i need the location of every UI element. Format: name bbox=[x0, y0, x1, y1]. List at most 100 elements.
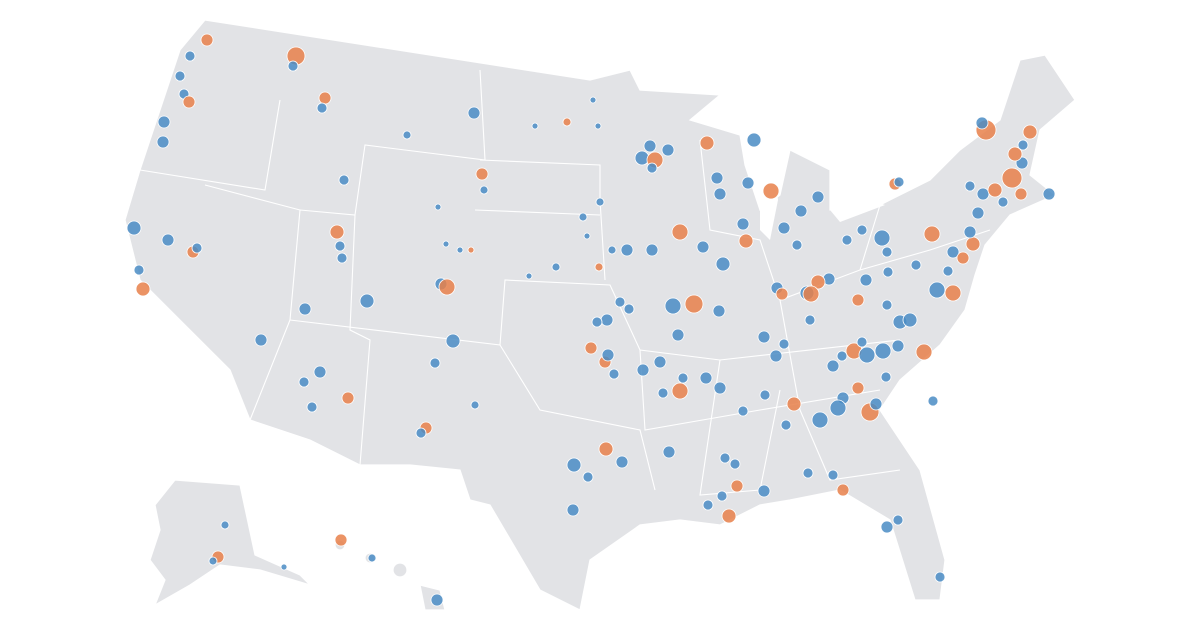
location-dot bbox=[856, 336, 868, 348]
location-dot bbox=[762, 182, 780, 200]
location-dot bbox=[298, 302, 312, 316]
location-dot bbox=[1014, 187, 1028, 201]
location-dot bbox=[778, 338, 790, 350]
location-dot bbox=[615, 455, 629, 469]
location-dot bbox=[716, 490, 728, 502]
location-dot bbox=[415, 427, 427, 439]
location-dot bbox=[578, 212, 588, 222]
location-dot bbox=[562, 117, 572, 127]
location-dot bbox=[841, 234, 853, 246]
location-dot bbox=[802, 285, 820, 303]
location-dot bbox=[851, 381, 865, 395]
location-dot bbox=[873, 229, 891, 247]
location-dot bbox=[467, 246, 475, 254]
location-dot bbox=[881, 246, 893, 258]
location-dot bbox=[623, 303, 635, 315]
location-dot bbox=[804, 314, 816, 326]
location-dot bbox=[470, 400, 480, 410]
location-dot bbox=[582, 471, 594, 483]
location-dot bbox=[1017, 139, 1029, 151]
location-dot bbox=[161, 233, 175, 247]
location-dot bbox=[987, 182, 1003, 198]
location-dot bbox=[434, 203, 442, 211]
location-dot bbox=[880, 520, 894, 534]
location-dot bbox=[643, 139, 657, 153]
location-dot bbox=[200, 33, 214, 47]
location-dot bbox=[942, 265, 954, 277]
location-dot bbox=[836, 483, 850, 497]
location-dot bbox=[802, 467, 814, 479]
location-dot bbox=[892, 514, 904, 526]
location-dot bbox=[334, 533, 348, 547]
location-dot bbox=[594, 122, 602, 130]
location-dot bbox=[1001, 167, 1023, 189]
location-dot bbox=[367, 553, 377, 563]
lake-erie bbox=[830, 200, 885, 222]
hawaii bbox=[334, 539, 446, 611]
location-dot bbox=[646, 162, 658, 174]
location-dot bbox=[653, 355, 667, 369]
location-dot bbox=[713, 381, 727, 395]
location-dot bbox=[836, 350, 848, 362]
alaska bbox=[149, 479, 311, 607]
location-dot bbox=[601, 348, 615, 362]
location-dot bbox=[759, 389, 771, 401]
location-dot bbox=[810, 274, 826, 290]
location-dot bbox=[671, 382, 689, 400]
location-dot bbox=[156, 135, 170, 149]
lower-48 bbox=[124, 19, 1076, 611]
location-dot bbox=[608, 368, 620, 380]
location-dot bbox=[341, 391, 355, 405]
location-dot bbox=[721, 508, 737, 524]
location-dot bbox=[318, 91, 332, 105]
location-dot bbox=[775, 287, 789, 301]
state-borders bbox=[139, 69, 991, 496]
location-dot bbox=[769, 349, 783, 363]
location-dot bbox=[438, 278, 456, 296]
dots bbox=[126, 33, 1056, 607]
location-dot bbox=[997, 196, 1009, 208]
location-dot bbox=[963, 225, 977, 239]
location-dot bbox=[157, 115, 171, 129]
location-dot bbox=[927, 395, 939, 407]
location-dot bbox=[313, 365, 327, 379]
location-dot bbox=[891, 339, 905, 353]
location-dot bbox=[657, 387, 669, 399]
location-dot bbox=[594, 262, 604, 272]
location-dot bbox=[174, 70, 186, 82]
location-dot bbox=[956, 251, 970, 265]
location-dot bbox=[829, 399, 847, 417]
location-dot bbox=[975, 116, 989, 130]
location-dot bbox=[946, 245, 960, 259]
location-dot bbox=[316, 102, 328, 114]
location-dot bbox=[525, 272, 533, 280]
location-dot bbox=[287, 60, 299, 72]
island bbox=[392, 562, 408, 578]
location-dot bbox=[757, 484, 771, 498]
location-dot bbox=[869, 397, 883, 411]
location-dot bbox=[566, 503, 580, 517]
location-dot bbox=[777, 221, 791, 235]
location-dot bbox=[329, 224, 345, 240]
location-dot bbox=[964, 180, 976, 192]
location-dot bbox=[662, 445, 676, 459]
location-dot bbox=[336, 252, 348, 264]
location-dot bbox=[794, 204, 808, 218]
location-dot bbox=[712, 304, 726, 318]
location-dot bbox=[475, 167, 489, 181]
location-dot bbox=[971, 206, 985, 220]
location-dot bbox=[713, 187, 727, 201]
location-dot bbox=[600, 313, 614, 327]
location-dot bbox=[934, 571, 946, 583]
location-dot bbox=[298, 376, 310, 388]
location-dot bbox=[551, 262, 561, 272]
location-dot bbox=[591, 316, 603, 328]
location-dot bbox=[859, 273, 873, 287]
location-dot bbox=[696, 240, 710, 254]
location-dot bbox=[671, 223, 689, 241]
location-dot bbox=[566, 457, 582, 473]
location-dot bbox=[856, 224, 868, 236]
location-dot bbox=[182, 95, 196, 109]
location-dot bbox=[811, 411, 829, 429]
location-dot bbox=[220, 520, 230, 530]
